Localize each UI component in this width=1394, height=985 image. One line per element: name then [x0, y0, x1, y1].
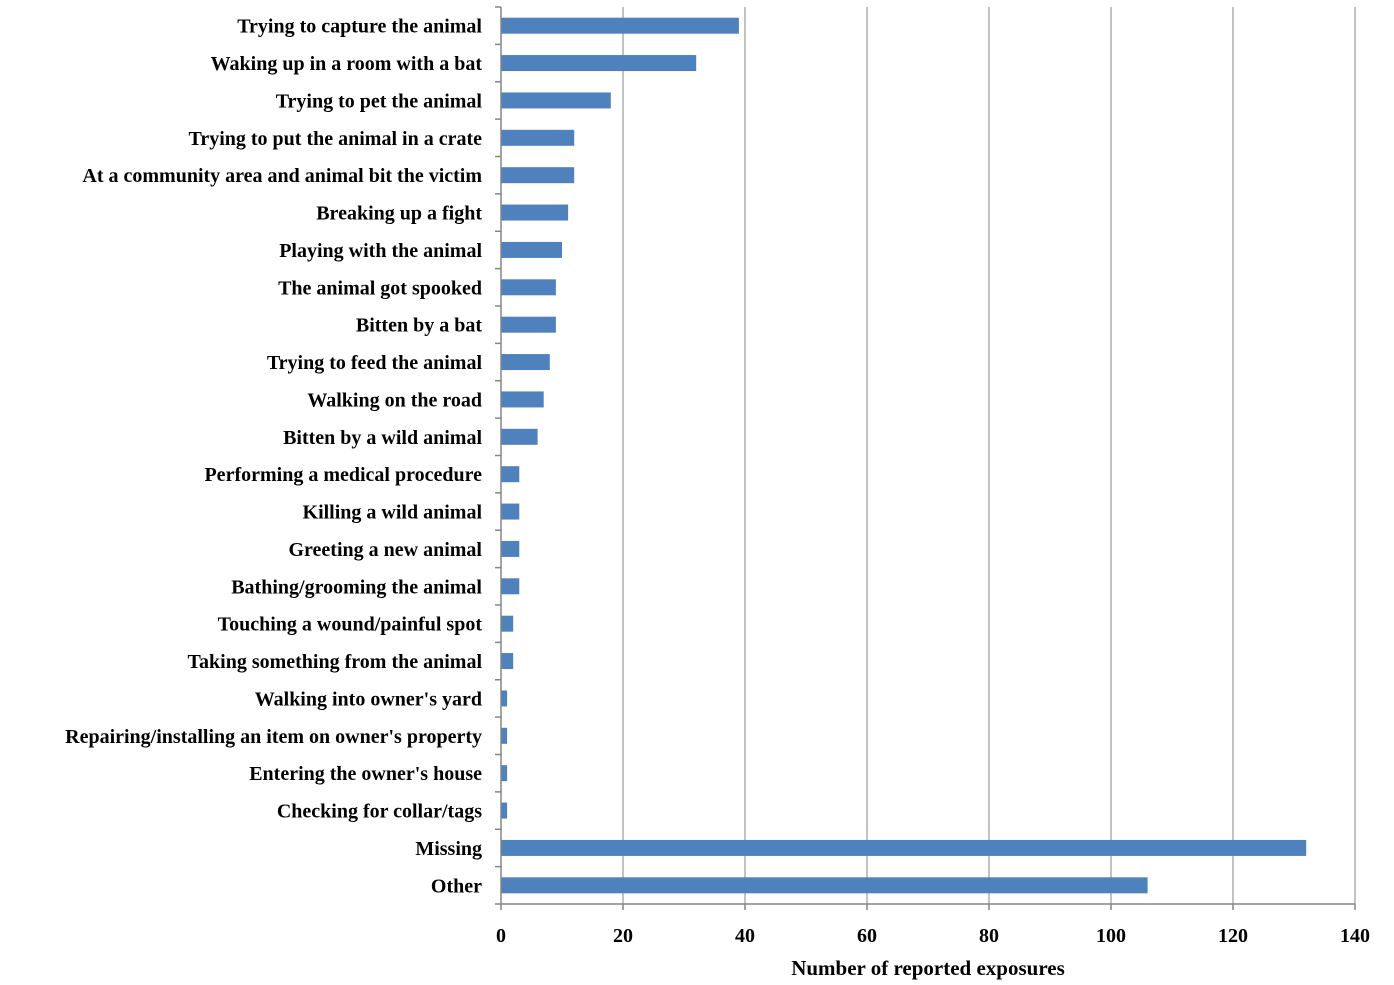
bar-21	[501, 802, 508, 819]
category-label-7: The animal got spooked	[278, 277, 482, 299]
bar-16	[501, 615, 514, 632]
category-label-4: At a community area and animal bit the v…	[82, 165, 482, 187]
category-label-9: Trying to feed the animal	[267, 352, 483, 374]
bar-3	[501, 129, 575, 146]
category-label-3: Trying to put the animal in a crate	[188, 128, 482, 150]
category-label-12: Performing a medical procedure	[204, 464, 482, 486]
bar-8	[501, 316, 556, 333]
category-label-1: Waking up in a room with a bat	[211, 53, 483, 75]
category-label-8: Bitten by a bat	[356, 315, 482, 337]
bar-7	[501, 279, 556, 296]
bar-4	[501, 167, 575, 184]
category-label-20: Entering the owner's house	[249, 763, 482, 785]
category-label-0: Trying to capture the animal	[237, 16, 482, 38]
x-tick-label-40: 40	[735, 925, 755, 947]
bar-11	[501, 428, 538, 445]
x-axis-title: Number of reported exposures	[791, 956, 1065, 980]
x-tick-label-60: 60	[857, 925, 877, 947]
category-label-10: Walking on the road	[307, 389, 482, 411]
bar-9	[501, 354, 550, 371]
bar-10	[501, 391, 544, 408]
bar-17	[501, 653, 514, 670]
category-label-22: Missing	[415, 838, 482, 860]
x-tick-label-20: 20	[613, 925, 633, 947]
bar-19	[501, 727, 508, 744]
category-label-18: Walking into owner's yard	[255, 688, 482, 710]
category-label-15: Bathing/grooming the animal	[231, 576, 482, 598]
x-tick-labels: 0 20 40 60 80 100 120 140	[496, 925, 1370, 947]
category-label-14: Greeting a new animal	[288, 539, 482, 561]
category-label-19: Repairing/installing an item on owner's …	[65, 726, 482, 748]
category-label-21: Checking for collar/tags	[277, 801, 482, 823]
bar-22	[501, 839, 1307, 856]
bars	[501, 17, 1307, 894]
gridlines	[622, 7, 1356, 904]
bar-18	[501, 690, 508, 707]
category-label-6: Playing with the animal	[279, 240, 482, 262]
axes	[495, 6, 1356, 910]
x-tick-label-120: 120	[1218, 925, 1248, 947]
bar-6	[501, 241, 562, 258]
category-labels: Trying to capture the animal Waking up in…	[65, 16, 482, 898]
bar-13	[501, 503, 520, 520]
category-label-13: Killing a wild animal	[303, 502, 483, 524]
x-tick-label-140: 140	[1340, 925, 1370, 947]
bar-12	[501, 466, 520, 483]
bar-5	[501, 204, 569, 221]
bar-1	[501, 55, 697, 72]
category-label-11: Bitten by a wild animal	[283, 427, 482, 449]
category-label-16: Touching a wound/painful spot	[218, 614, 483, 636]
category-label-2: Trying to pet the animal	[276, 90, 483, 112]
category-label-5: Breaking up a fight	[316, 203, 482, 225]
x-tick-label-0: 0	[496, 925, 506, 947]
bar-2	[501, 92, 611, 109]
category-label-17: Taking something from the animal	[188, 651, 483, 673]
x-tick-label-100: 100	[1096, 925, 1126, 947]
bar-15	[501, 578, 520, 595]
category-label-23: Other	[431, 875, 482, 897]
x-tick-label-80: 80	[979, 925, 999, 947]
bar-0	[501, 17, 739, 34]
bar-14	[501, 540, 520, 557]
bar-23	[501, 877, 1148, 894]
bar-20	[501, 765, 508, 782]
